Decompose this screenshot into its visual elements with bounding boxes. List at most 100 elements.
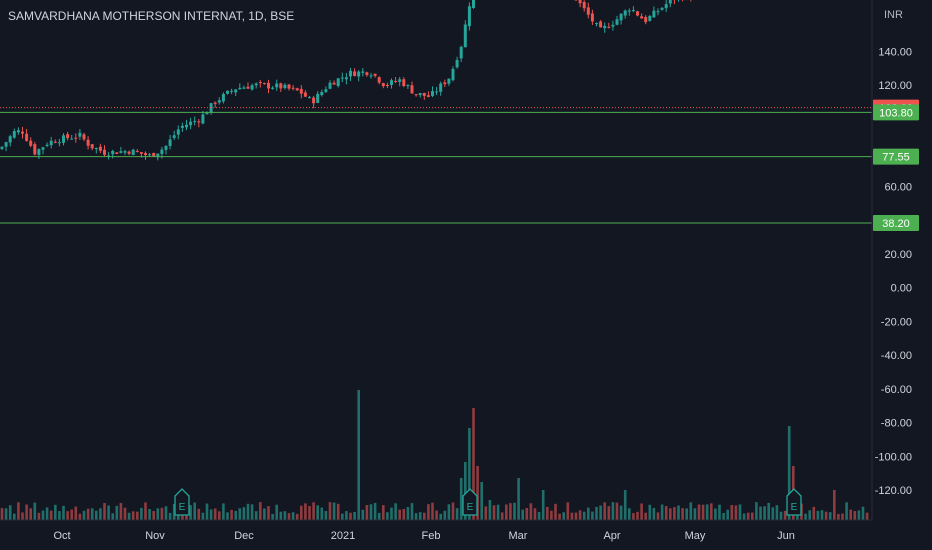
candle-body — [201, 114, 205, 124]
volume-bar — [578, 510, 582, 520]
volume-bar — [537, 511, 541, 520]
candle-body — [238, 87, 242, 90]
volume-bar — [845, 502, 848, 520]
candle-body — [467, 6, 471, 27]
candle-body — [623, 10, 627, 16]
candle-body — [90, 144, 94, 149]
volume-bar — [66, 511, 69, 520]
volume-bar — [189, 505, 192, 520]
earnings-icon[interactable]: E — [786, 488, 802, 516]
volume-bar — [8, 505, 12, 520]
time-tick-label: Apr — [603, 530, 620, 542]
symbol-title[interactable]: SAMVARDHANA MOTHERSON INTERNAT, 1D, BSE — [8, 9, 295, 23]
candle-body — [242, 87, 246, 89]
volume-bar — [168, 512, 172, 520]
volume-bar — [468, 428, 471, 520]
price-tick-label: -20.00 — [881, 316, 912, 328]
volume-bar — [103, 503, 106, 520]
volume-bar — [33, 502, 37, 520]
price-tick-label: 120.00 — [878, 80, 912, 92]
volume-bar — [496, 504, 500, 520]
volume-bar — [652, 508, 656, 520]
volume-bar — [377, 512, 381, 520]
volume-bar — [402, 508, 406, 520]
volume-bar — [669, 508, 672, 520]
candle-body — [139, 152, 143, 154]
candle-body — [45, 144, 49, 146]
volume-bar — [226, 512, 229, 520]
candle-body — [451, 68, 455, 81]
volume-bar — [451, 502, 455, 520]
volume-bar — [546, 506, 549, 520]
volume-bar — [283, 511, 287, 520]
candle-body — [328, 82, 332, 89]
volume-bar — [587, 507, 590, 520]
candle-body — [324, 89, 328, 92]
candle-body — [615, 19, 619, 25]
volume-bar — [250, 504, 254, 520]
volume-bar — [131, 511, 135, 520]
volume-bar — [656, 512, 660, 520]
volume-bar — [127, 512, 131, 520]
candle-body — [664, 4, 668, 9]
volume-bar — [693, 508, 697, 520]
candle-body — [349, 70, 352, 77]
volume-bar — [439, 513, 442, 520]
volume-bar — [259, 502, 262, 520]
candle-body — [37, 149, 41, 155]
price-tick-label: 140.00 — [878, 46, 912, 58]
earnings-icon[interactable]: E — [462, 488, 478, 516]
candle-body — [205, 112, 209, 115]
volume-bar — [521, 509, 524, 520]
candle-body — [94, 148, 98, 150]
time-tick-label: May — [685, 530, 706, 542]
price-tick-label: 0.00 — [891, 283, 912, 295]
volume-bar — [140, 507, 143, 520]
candle-body — [607, 26, 611, 28]
price-axis[interactable]: 140.00 120.00 60.00 20.00 0.00 -20.00 -40.00 -6… — [871, 0, 912, 520]
price-tick-label: -120.00 — [875, 485, 912, 497]
price-tick-label: -100.00 — [875, 451, 912, 463]
volume-bar — [689, 502, 693, 520]
volume-bar — [279, 511, 283, 520]
volume-bar — [849, 509, 852, 520]
volume-bar — [500, 512, 504, 520]
candle-body — [33, 144, 37, 155]
candle-body — [398, 79, 402, 82]
volume-bar — [775, 505, 779, 520]
candle-body — [135, 151, 139, 153]
candle-body — [86, 139, 90, 146]
candle-body — [144, 153, 147, 156]
volume-bar — [837, 513, 840, 520]
earnings-badge-shape — [786, 488, 802, 516]
volume-bar — [263, 508, 266, 520]
earnings-icon[interactable]: E — [174, 488, 190, 516]
volume-bar — [767, 502, 770, 520]
candle-body — [226, 90, 229, 94]
volume-bar — [828, 512, 832, 520]
volume-bar — [472, 408, 475, 520]
earnings-badge-letter: E — [467, 502, 474, 513]
volume-bar — [505, 504, 508, 520]
volume-bar — [90, 508, 94, 520]
volume-bar — [78, 513, 82, 520]
volume-bar — [324, 510, 328, 520]
volume-bar — [410, 503, 414, 520]
volume-bar — [353, 511, 356, 520]
volume-bar — [394, 503, 397, 520]
volume-bar — [677, 505, 680, 520]
candle-body — [254, 83, 258, 86]
volume-bar — [312, 502, 315, 520]
volume-bar — [550, 510, 553, 520]
candle-body — [8, 136, 12, 143]
price-tick-label: -80.00 — [881, 418, 912, 430]
volume-bar — [271, 513, 274, 520]
volume-bar — [423, 512, 426, 520]
time-axis[interactable]: Oct Nov Dec 2021 Feb Mar Apr May Jun — [0, 519, 872, 542]
volume-bar — [152, 511, 155, 520]
volume-bar — [107, 505, 110, 520]
volume-bar — [414, 513, 418, 520]
candle-body — [189, 121, 193, 126]
